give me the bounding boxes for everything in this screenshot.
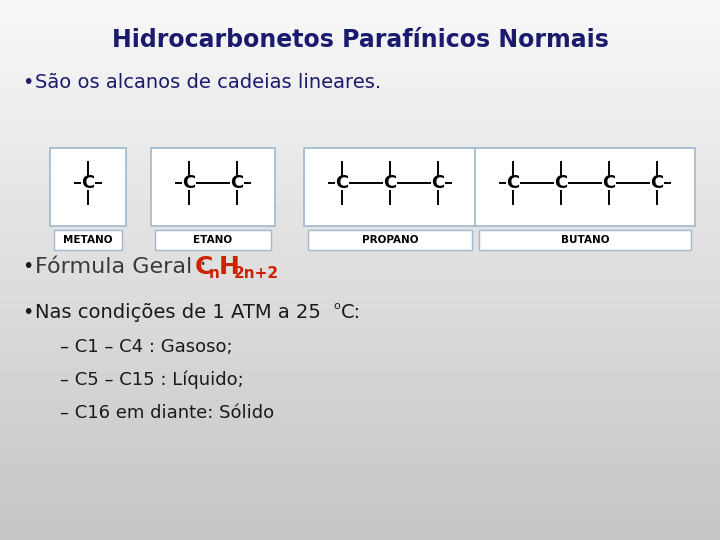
Text: – C5 – C15 : Líquido;: – C5 – C15 : Líquido; [60,371,244,389]
Text: •: • [22,258,33,276]
Text: BUTANO: BUTANO [561,235,609,245]
FancyBboxPatch shape [54,230,122,250]
Text: – C16 em diante: Sólido: – C16 em diante: Sólido [60,404,274,422]
Text: C: C [182,174,196,192]
Text: C: C [603,174,616,192]
Text: Hidrocarbonetos Parafínicos Normais: Hidrocarbonetos Parafínicos Normais [112,28,608,52]
Text: Nas condições de 1 ATM a 25: Nas condições de 1 ATM a 25 [35,302,321,321]
Text: Fórmula Geral :: Fórmula Geral : [35,257,214,277]
Text: PROPANO: PROPANO [361,235,418,245]
Text: C: C [195,255,213,279]
FancyBboxPatch shape [50,148,126,226]
Text: •: • [22,72,33,91]
Text: n: n [209,266,220,280]
FancyBboxPatch shape [155,230,271,250]
Text: C: C [230,174,243,192]
Text: C: C [81,174,94,192]
Text: C: C [650,174,664,192]
Text: ETANO: ETANO [194,235,233,245]
FancyBboxPatch shape [304,148,476,226]
Text: São os alcanos de cadeias lineares.: São os alcanos de cadeias lineares. [35,72,381,91]
Text: – C1 – C4 : Gasoso;: – C1 – C4 : Gasoso; [60,338,233,356]
FancyBboxPatch shape [308,230,472,250]
Text: •: • [22,302,33,321]
Text: C: C [383,174,397,192]
Text: C: C [431,174,445,192]
Text: C: C [506,174,520,192]
FancyBboxPatch shape [151,148,275,226]
Text: C: C [554,174,567,192]
Text: METANO: METANO [63,235,113,245]
FancyBboxPatch shape [475,148,695,226]
Text: H: H [219,255,240,279]
Text: 2n+2: 2n+2 [234,266,279,280]
Text: C:: C: [341,302,361,321]
FancyBboxPatch shape [479,230,691,250]
Text: o: o [333,301,340,311]
Text: C: C [336,174,348,192]
